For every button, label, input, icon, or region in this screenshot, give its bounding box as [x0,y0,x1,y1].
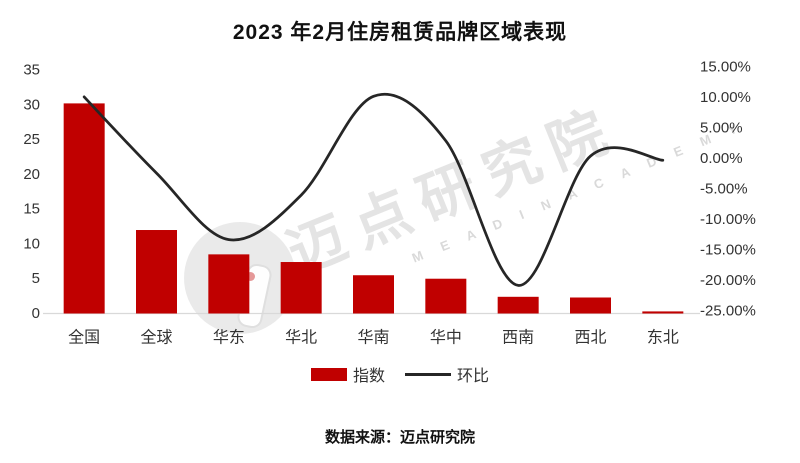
right-axis-tick-8: -25.00% [700,303,756,320]
index-bar-3 [280,262,322,314]
left-axis-tick-3: 20 [23,166,40,183]
index-bar-1 [136,230,177,314]
right-axis-tick-6: -15.00% [700,242,756,259]
left-axis-tick-6: 5 [32,270,40,287]
index-bar-4 [353,275,394,314]
x-axis-label-4: 华南 [357,329,389,347]
index-bar-2 [208,254,250,314]
right-axis-tick-2: 5.00% [700,120,743,137]
legend-line-swatch [405,372,451,376]
x-axis-label-1: 全球 [140,329,172,347]
index-bar-7 [570,297,611,314]
chart-legend: 指数 环比 [0,362,800,386]
index-bar-8 [642,311,684,314]
right-axis-tick-1: 10.00% [700,89,751,106]
right-axis-tick-0: 15.00% [700,59,751,76]
x-axis-label-6: 西南 [502,329,534,347]
x-axis-label-3: 华北 [285,329,317,347]
index-bar-5 [425,278,467,314]
left-axis-tick-2: 25 [23,131,40,148]
x-axis-label-0: 全国 [68,329,100,347]
right-axis-tick-5: -10.00% [700,211,756,228]
right-axis-tick-7: -20.00% [700,272,756,289]
index-bar-6 [497,296,539,314]
legend-index-label: 指数 [352,368,385,385]
x-axis-label-5: 华中 [430,329,462,347]
mom-change-line [82,93,665,287]
x-axis-label-8: 东北 [647,329,679,347]
left-axis-tick-7: 0 [32,305,40,322]
left-axis-tick-0: 35 [23,62,40,79]
left-axis-tick-5: 10 [23,235,40,252]
chart-title: 2023 年2月住房租赁品牌区域表现 [232,21,568,44]
data-source-note: 数据来源：迈点研究院 [324,429,475,446]
right-axis-tick-3: 0.00% [700,150,743,167]
legend-mom-label: 环比 [457,368,490,385]
right-axis-tick-4: -5.00% [700,181,748,198]
left-axis-tick-1: 30 [23,96,40,113]
left-axis-tick-4: 15 [23,201,40,218]
index-bar-0 [63,103,105,314]
x-axis-label-2: 华东 [213,329,245,347]
x-axis-label-7: 西北 [574,329,606,347]
legend-bar-swatch [310,367,347,381]
